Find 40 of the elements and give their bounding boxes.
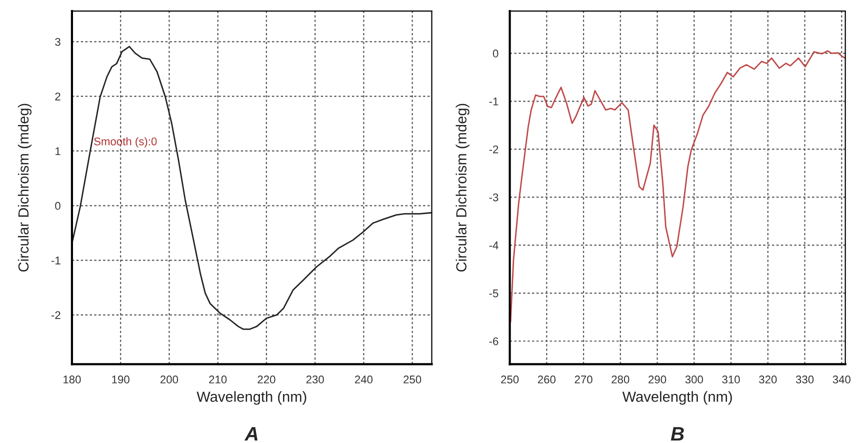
x-tick-label: 240 <box>354 376 373 384</box>
y-tick-label: -3 <box>489 193 498 202</box>
y-tick-label: 1 <box>56 147 60 156</box>
y-tick-label: -2 <box>489 146 498 154</box>
y-tick-label: -4 <box>489 242 498 250</box>
x-tick-label: 230 <box>306 376 324 384</box>
text: B <box>670 427 684 441</box>
y-tick-label: 3 <box>55 38 60 46</box>
x-axis-title: Wavelength (nm) <box>622 391 732 405</box>
y-tick-label: -2 <box>51 311 60 319</box>
x-tick-label: 250 <box>404 376 422 384</box>
x-tick-label: 190 <box>112 376 130 384</box>
line-series <box>72 46 432 330</box>
x-tick-label: 280 <box>612 376 630 384</box>
y-tick-label: -6 <box>489 337 498 346</box>
x-axis-title: Wavelength (nm) <box>196 391 306 405</box>
x-tick-label: 340 <box>832 376 850 384</box>
x-tick-label: 270 <box>574 376 592 384</box>
y-axis-title: Circular Dichroism (mdeg) <box>18 104 32 272</box>
text: A <box>244 427 258 441</box>
y-tick-label: -1 <box>51 256 60 264</box>
x-tick-label: 210 <box>209 376 227 384</box>
x-tick-label: 200 <box>160 376 178 384</box>
y-tick-label: 2 <box>55 92 60 100</box>
y-axis-title: Circular Dichroism (mdeg) <box>456 104 470 272</box>
annotation: Smooth (s):0 <box>94 137 157 148</box>
y-tick-label: 0 <box>55 202 60 210</box>
x-tick-label: 290 <box>648 376 666 384</box>
x-tick-label: 330 <box>796 376 814 384</box>
x-tick-label: 220 <box>258 376 276 384</box>
y-tick-label: 0 <box>492 50 498 58</box>
x-tick-label: 310 <box>722 376 740 384</box>
x-tick-label: 180 <box>64 376 81 384</box>
x-tick-label: 250 <box>501 376 519 384</box>
x-tick-label: 260 <box>538 376 556 384</box>
x-tick-label: 320 <box>759 376 777 384</box>
y-tick-label: -1 <box>489 98 498 106</box>
x-tick-label: 300 <box>685 376 703 384</box>
y-tick-label: -5 <box>489 290 498 298</box>
line-series <box>510 50 846 323</box>
